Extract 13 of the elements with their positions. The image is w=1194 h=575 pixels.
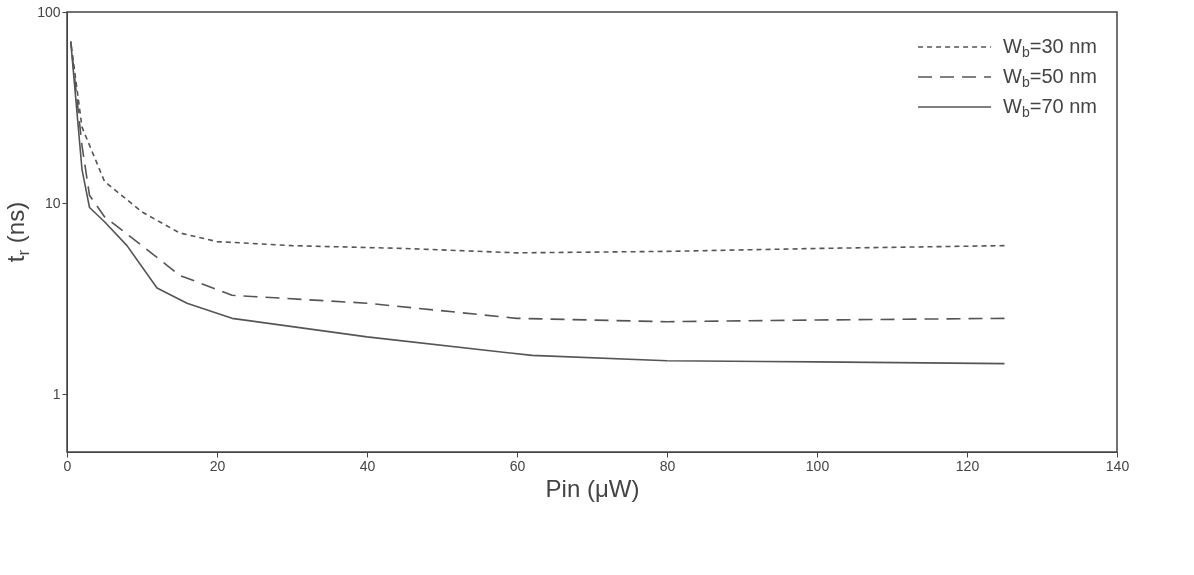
x-tick-label: 60	[509, 457, 526, 474]
y-tick-label: 1	[52, 385, 61, 402]
x-tick-label: 140	[1105, 457, 1130, 474]
y-axis-title: tr (ns)	[2, 201, 34, 263]
x-tick-label: 120	[955, 457, 980, 474]
x-tick-label: 80	[659, 457, 676, 474]
x-tick-label: 100	[805, 457, 830, 474]
y-tick-label: 10	[44, 194, 61, 211]
x-axis-title: Pin (μW)	[545, 474, 640, 502]
x-tick-label: 0	[63, 457, 72, 474]
x-tick-label: 20	[209, 457, 226, 474]
y-tick-label: 100	[37, 3, 61, 20]
x-tick-label: 40	[359, 457, 376, 474]
